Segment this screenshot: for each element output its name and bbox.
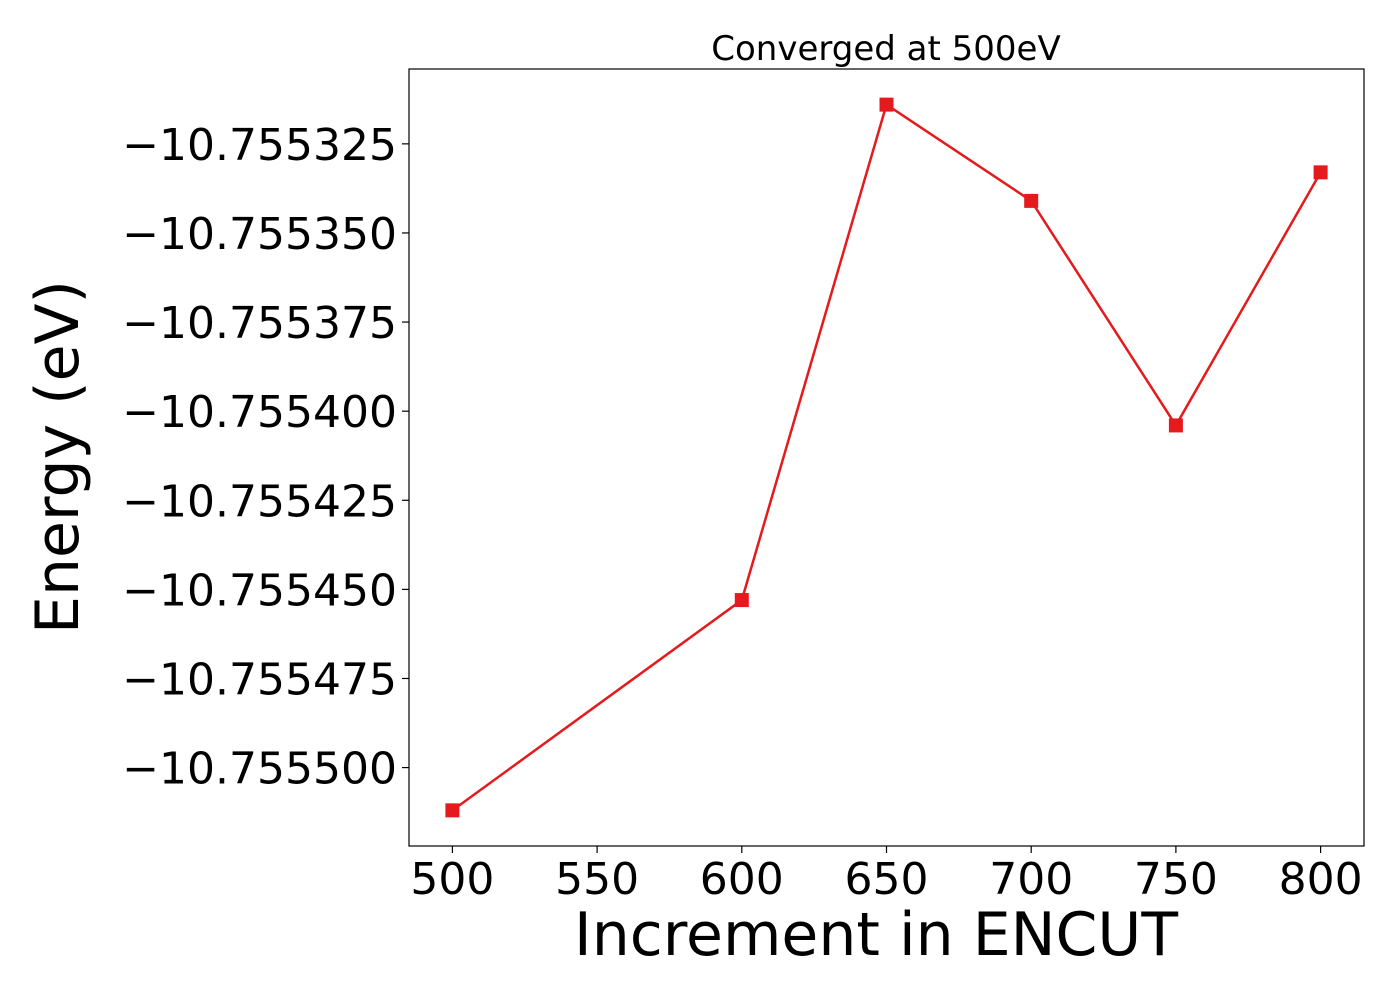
y-tick-label: −10.755500 <box>122 744 397 795</box>
chart-title: Converged at 500eV <box>711 29 1060 69</box>
data-point <box>879 97 894 112</box>
x-tick-label: 800 <box>1279 854 1363 905</box>
series-markers <box>445 97 1328 818</box>
y-axis-label: Energy (eV) <box>23 280 93 634</box>
y-tick-label: −10.755450 <box>122 565 397 616</box>
y-tick-label: −10.755325 <box>122 120 397 171</box>
data-point <box>445 803 460 818</box>
x-tick-label: 500 <box>410 854 494 905</box>
y-tick-label: −10.755425 <box>122 476 397 527</box>
y-tick-label: −10.755475 <box>122 654 397 705</box>
data-point <box>734 593 749 608</box>
x-tick-label: 650 <box>845 854 929 905</box>
y-tick-label: −10.755350 <box>122 209 397 260</box>
y-axis-ticks: −10.755500 −10.755475 −10.755450 −10.755425… <box>122 120 409 795</box>
y-tick-label: −10.755375 <box>122 298 397 349</box>
x-axis-label: Increment in ENCUT <box>574 900 1178 970</box>
x-tick-label: 600 <box>700 854 784 905</box>
x-tick-label: 750 <box>1134 854 1218 905</box>
series-line <box>451 102 1322 812</box>
plot-background <box>409 69 1364 846</box>
y-tick-label: −10.755400 <box>122 387 397 438</box>
plot-frame <box>408 68 1365 847</box>
data-point <box>1313 165 1328 180</box>
data-point <box>1168 418 1183 433</box>
x-axis-ticks: 500 550 600 650 700 750 800 <box>410 846 1363 905</box>
x-tick-label: 700 <box>989 854 1073 905</box>
data-point <box>1024 193 1039 208</box>
x-tick-label: 550 <box>555 854 639 905</box>
